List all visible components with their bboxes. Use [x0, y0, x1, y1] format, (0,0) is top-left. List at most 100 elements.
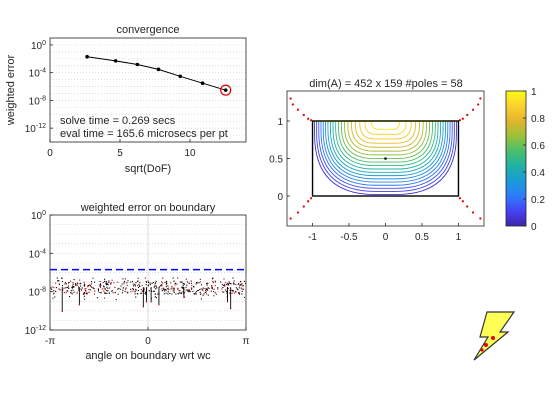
colorbar-tick-label: 0.6 — [531, 141, 545, 152]
boundary-error-point — [237, 292, 240, 294]
boundary-error-point — [158, 286, 160, 288]
y-tick-label: 10-8 — [29, 287, 46, 299]
pole-point — [466, 205, 469, 208]
boundary-error-point — [165, 289, 167, 291]
boundary-error-point — [187, 290, 189, 292]
boundary-error-point — [155, 285, 157, 287]
boundary-error-point — [84, 288, 86, 290]
contour-line — [318, 121, 453, 189]
boundary-error-point — [226, 292, 228, 294]
boundary-error-point — [64, 287, 67, 289]
boundary-error-point — [144, 292, 146, 294]
boundary-error-point — [99, 283, 102, 285]
boundary-error-point — [188, 290, 190, 292]
boundary-error-point — [161, 281, 163, 283]
pole-point — [296, 108, 300, 111]
boundary-error-point — [185, 278, 187, 280]
boundary-error-point — [243, 280, 245, 282]
boundary-error-point — [187, 291, 189, 293]
boundary-error-point — [190, 280, 192, 282]
boundary-error-point — [242, 288, 245, 290]
boundary-error-point — [64, 283, 66, 285]
boundary-error-point — [153, 281, 155, 283]
boundary-error-point — [83, 295, 85, 297]
error-spike-point — [158, 304, 160, 306]
boundary-error-point — [64, 281, 66, 284]
boundary-error-point — [147, 285, 149, 287]
boundary-error-point — [93, 288, 95, 290]
logo-dot-2 — [491, 336, 495, 340]
boundary-error-point — [112, 292, 114, 294]
boundary-error-point — [61, 277, 63, 279]
boundary-error-point — [182, 283, 184, 285]
boundary-error-point — [99, 286, 101, 288]
boundary-error-point — [211, 286, 213, 288]
boundary-error-point — [81, 287, 83, 289]
boundary-error-point — [135, 289, 137, 291]
boundary-error-point — [156, 287, 158, 289]
boundary-error-point — [182, 284, 184, 286]
boundary-error-point — [182, 286, 184, 288]
boundary-error-point — [182, 287, 184, 289]
error-spike-point — [142, 306, 144, 308]
contour-line — [329, 121, 442, 173]
boundary-error-point — [140, 292, 142, 294]
boundary-error-point — [53, 292, 55, 294]
pole-point — [309, 197, 313, 200]
boundary-error-point — [63, 287, 65, 289]
boundary-error-point — [165, 286, 167, 288]
boundary-error-point — [72, 283, 74, 285]
boundary-error-point — [162, 277, 164, 279]
boundary-error-point — [179, 292, 181, 294]
boundary-error-point — [153, 285, 155, 287]
boundary-error-point — [192, 290, 194, 292]
boundary-error-point — [244, 282, 246, 285]
boundary-error-point — [79, 279, 81, 281]
boundary-error-point — [223, 285, 225, 287]
boundary-error-point — [72, 289, 74, 291]
pole-point — [307, 200, 310, 203]
boundary-error-point — [239, 285, 241, 287]
boundary-error-point — [108, 292, 110, 294]
boundary-error-point — [89, 284, 92, 286]
boundary-error-point — [173, 291, 175, 294]
boundary-error-point — [75, 284, 77, 286]
center-point — [384, 157, 387, 160]
boundary-error-point — [240, 287, 242, 289]
boundary-error-point — [202, 294, 204, 296]
boundary-error-point — [130, 291, 132, 293]
boundary-error-point — [89, 284, 91, 286]
boundary-error-point — [214, 292, 216, 294]
boundary-error-point — [122, 278, 124, 280]
boundary-error-point — [72, 282, 74, 284]
boundary-error-point — [167, 291, 169, 293]
boundary-error-point — [222, 286, 224, 289]
boundary-error-point — [70, 280, 72, 282]
boundary-error-point — [154, 296, 156, 298]
boundary-error-point — [237, 289, 239, 291]
boundary-error-point — [101, 288, 103, 290]
boundary-error-point — [161, 288, 163, 290]
contour-y-ticks: 00.51 — [269, 117, 290, 203]
boundary-error-point — [174, 282, 176, 285]
boundary-error-point — [235, 291, 237, 293]
boundary-error-point — [134, 284, 136, 286]
boundary-error-point — [70, 292, 72, 294]
pole-point — [309, 119, 313, 122]
boundary-error-point — [104, 292, 107, 294]
boundary-error-point — [104, 278, 106, 280]
x-tick-label: 0 — [145, 336, 151, 347]
boundary-error-point — [239, 283, 241, 286]
boundary-error-point — [111, 279, 113, 281]
boundary-error-point — [63, 291, 65, 294]
boundary-error-point — [174, 284, 176, 286]
boundary-error-point — [236, 288, 238, 290]
boundary-error-point — [178, 289, 180, 291]
boundary-error-point — [76, 282, 78, 285]
boundary-error-point — [165, 289, 167, 291]
boundary-error-point — [107, 284, 109, 286]
boundary-error-point — [220, 281, 222, 283]
error-spike-point — [61, 310, 63, 313]
boundary-error-point — [177, 277, 179, 279]
boundary-error-point — [67, 290, 69, 292]
